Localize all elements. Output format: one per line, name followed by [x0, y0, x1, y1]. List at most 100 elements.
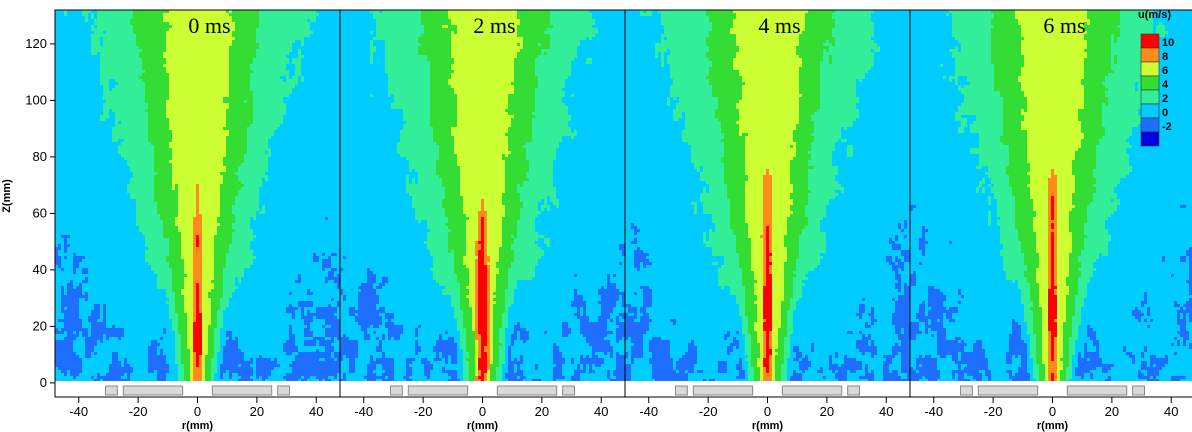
velocity-contour-cell: [841, 136, 910, 140]
velocity-contour-cell: [211, 304, 220, 308]
velocity-contour-cell: [730, 352, 745, 356]
velocity-contour-cell: [130, 169, 154, 173]
velocity-contour-cell: [589, 355, 592, 359]
velocity-contour-cell: [229, 76, 250, 80]
velocity-contour-cell: [478, 307, 487, 311]
velocity-contour-cell: [451, 37, 523, 41]
velocity-contour-cell: [505, 292, 514, 296]
velocity-contour-cell: [64, 325, 82, 329]
velocity-contour-cell: [766, 346, 769, 350]
velocity-contour-cell: [892, 256, 895, 260]
velocity-contour-cell: [565, 79, 625, 83]
velocity-contour-cell: [499, 334, 505, 338]
velocity-contour-cell: [442, 289, 460, 293]
velocity-contour-cell: [457, 109, 505, 113]
velocity-contour-cell: [778, 334, 787, 338]
velocity-contour-cell: [430, 109, 457, 113]
velocity-contour-cell: [64, 250, 67, 254]
velocity-contour-cell: [625, 349, 631, 353]
velocity-contour-cell: [373, 31, 376, 35]
velocity-contour-cell: [625, 313, 628, 317]
velocity-contour-cell: [403, 115, 430, 119]
velocity-contour-cell: [172, 139, 226, 143]
velocity-contour-cell: [820, 367, 823, 371]
velocity-contour-cell: [208, 292, 223, 296]
velocity-contour-cell: [826, 247, 892, 251]
velocity-contour-cell: [751, 346, 760, 350]
velocity-contour-cell: [181, 232, 193, 236]
velocity-contour-cell: [385, 40, 418, 44]
velocity-contour-cell: [895, 307, 910, 311]
velocity-contour-cell: [640, 286, 649, 290]
velocity-contour-cell: [526, 340, 586, 344]
velocity-contour-cell: [454, 70, 514, 74]
velocity-contour-cell: [340, 49, 370, 53]
velocity-contour-cell: [598, 31, 625, 35]
velocity-contour-cell: [640, 13, 652, 17]
velocity-contour-cell: [892, 349, 910, 353]
velocity-contour-cell: [199, 307, 202, 311]
velocity-contour-cell: [778, 352, 784, 356]
velocity-contour-cell: [499, 259, 514, 263]
velocity-contour-cell: [172, 130, 229, 134]
velocity-contour-cell: [787, 325, 793, 329]
velocity-contour-cell: [592, 352, 595, 356]
velocity-contour-cell: [199, 298, 202, 302]
velocity-contour-cell: [82, 370, 109, 374]
velocity-contour-cell: [85, 337, 103, 341]
velocity-contour-cell: [754, 283, 763, 287]
velocity-contour-cell: [169, 118, 226, 122]
velocity-contour-cell: [661, 40, 706, 44]
velocity-contour-cell: [673, 358, 679, 362]
velocity-contour-cell: [757, 319, 763, 323]
velocity-contour-cell: [625, 310, 628, 314]
velocity-contour-cell: [772, 175, 790, 179]
velocity-contour-cell: [832, 157, 910, 161]
velocity-contour-cell: [493, 313, 502, 317]
velocity-contour-cell: [487, 334, 490, 338]
velocity-contour-cell: [745, 196, 763, 200]
velocity-contour-cell: [214, 328, 220, 332]
velocity-contour-cell: [55, 61, 100, 65]
velocity-contour-cell: [340, 211, 415, 215]
velocity-contour-cell: [67, 13, 82, 17]
velocity-contour-cell: [55, 118, 100, 122]
velocity-contour-cell: [367, 331, 373, 335]
velocity-contour-cell: [625, 208, 694, 212]
velocity-contour-cell: [652, 337, 661, 341]
velocity-contour-cell: [145, 85, 169, 89]
velocity-contour-cell: [484, 229, 487, 233]
velocity-contour-cell: [583, 313, 586, 317]
velocity-contour-cell: [238, 364, 241, 368]
velocity-contour-cell: [250, 88, 292, 92]
velocity-contour-cell: [358, 322, 382, 326]
velocity-contour-cell: [454, 262, 463, 266]
velocity-contour-cell: [466, 253, 475, 257]
velocity-contour-cell: [424, 241, 448, 245]
velocity-contour-cell: [763, 370, 766, 374]
velocity-contour-cell: [694, 166, 700, 170]
velocity-contour-cell: [745, 313, 757, 317]
velocity-contour-cell: [193, 319, 196, 323]
velocity-contour-cell: [55, 205, 136, 209]
velocity-contour-cell: [478, 283, 487, 287]
velocity-contour-cell: [745, 166, 790, 170]
velocity-contour-cell: [538, 214, 625, 218]
velocity-contour-cell: [658, 10, 706, 14]
velocity-contour-cell: [547, 331, 562, 335]
velocity-contour-cell: [412, 181, 415, 185]
velocity-contour-cell: [55, 103, 103, 107]
velocity-contour-cell: [505, 349, 508, 353]
velocity-contour-cell: [163, 220, 175, 224]
velocity-contour-cell: [799, 247, 826, 251]
velocity-contour-cell: [763, 310, 772, 314]
velocity-contour-cell: [889, 364, 901, 368]
velocity-contour-cell: [670, 76, 706, 80]
velocity-contour-cell: [874, 61, 910, 65]
velocity-contour-cell: [55, 274, 157, 278]
velocity-contour-cell: [166, 67, 229, 71]
velocity-contour-cell: [409, 193, 445, 197]
velocity-contour-cell: [478, 313, 487, 317]
velocity-contour-cell: [250, 217, 253, 221]
velocity-contour-cell: [418, 46, 451, 50]
